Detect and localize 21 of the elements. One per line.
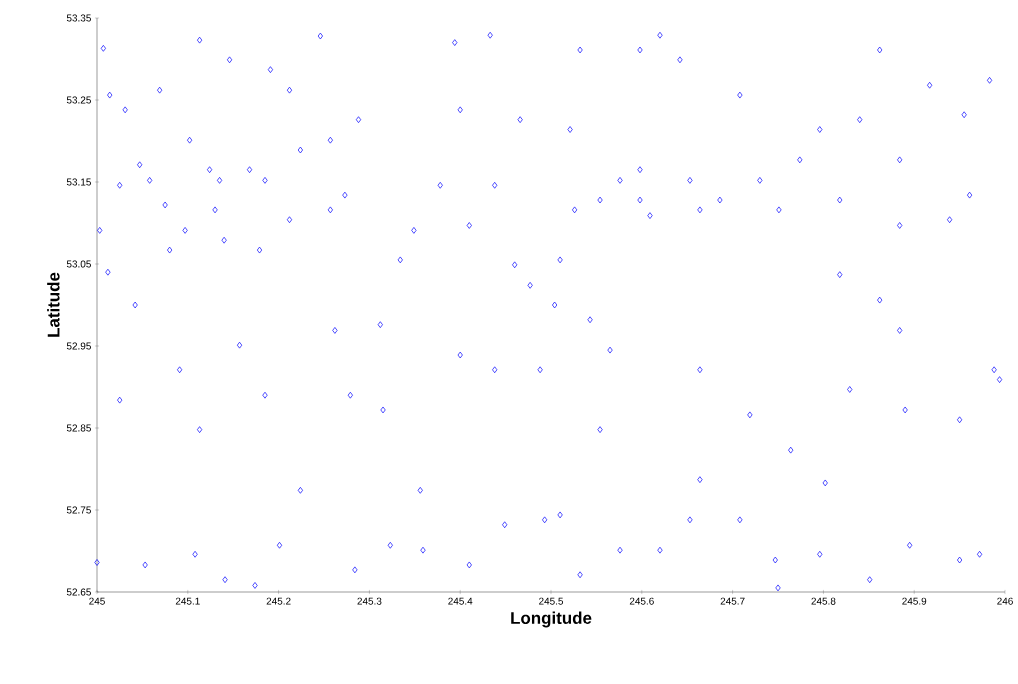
y-tick-label: 52.75 — [66, 506, 91, 514]
x-tick-label: 245.6 — [629, 597, 654, 605]
x-tick-label: 245.3 — [357, 597, 382, 605]
x-axis-title: Longitude — [511, 611, 592, 628]
x-tick-label: 245.7 — [720, 597, 745, 605]
y-axis-title: Latitude — [47, 272, 60, 337]
x-tick-label: 245.5 — [539, 597, 564, 605]
x-tick-label: 245.4 — [448, 597, 473, 605]
x-tick-label: 245.1 — [175, 597, 200, 605]
y-tick-label: 52.95 — [66, 342, 91, 350]
x-tick-label: 245.2 — [266, 597, 291, 605]
y-tick-label: 52.85 — [66, 424, 91, 432]
y-tick-label: 52.65 — [66, 588, 91, 596]
y-tick-label: 53.05 — [66, 260, 91, 268]
x-tick-label: 246 — [997, 597, 1013, 605]
x-tick-label: 245.8 — [811, 597, 836, 605]
y-tick-label: 53.35 — [66, 14, 91, 22]
x-tick-label: 245 — [89, 597, 105, 605]
y-tick-label: 53.25 — [66, 96, 91, 104]
y-tick-label: 53.15 — [66, 178, 91, 186]
x-tick-label: 245.9 — [902, 597, 927, 605]
